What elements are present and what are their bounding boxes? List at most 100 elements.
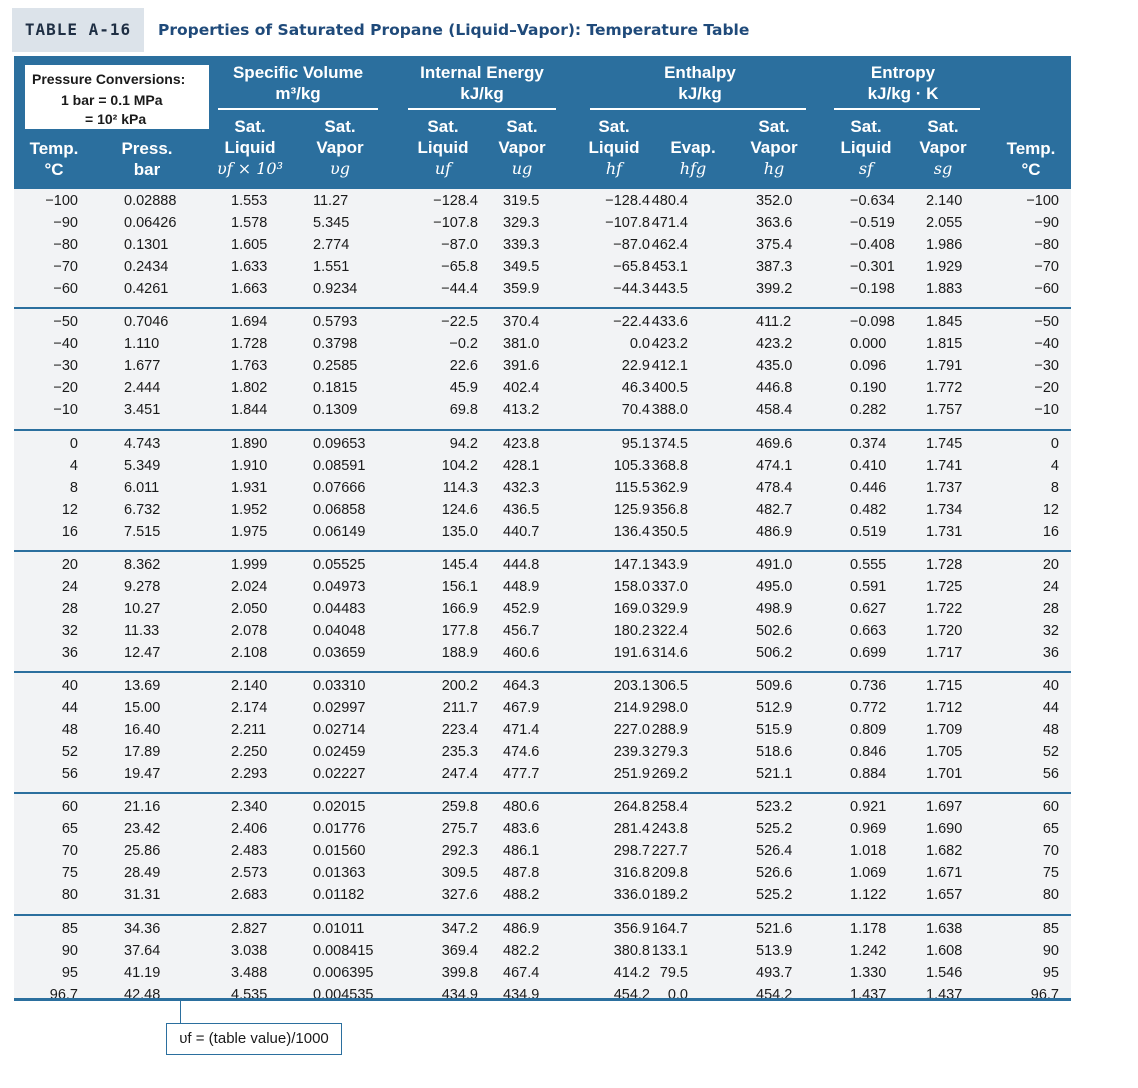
cell-sf: 0.519 bbox=[850, 523, 887, 540]
cell-uf: 22.6 bbox=[449, 358, 478, 375]
column-header-hfg-l2: Evap. bbox=[670, 138, 716, 157]
cell-hg: 493.7 bbox=[756, 964, 793, 981]
cell-sf: 0.000 bbox=[850, 336, 887, 353]
cell-temp2: −10 bbox=[1034, 402, 1059, 419]
cell-vg: 0.02227 bbox=[313, 766, 366, 783]
cell-vg: 0.03310 bbox=[313, 678, 366, 694]
cell-hg: 435.0 bbox=[756, 358, 793, 375]
cell-vf: 1.663 bbox=[231, 281, 268, 298]
column-header-vg-l2: Vapor bbox=[316, 138, 364, 157]
column-header-sf: Sat. Liquid sf bbox=[821, 116, 911, 179]
cell-vf: 2.406 bbox=[231, 821, 268, 838]
cell-temp: −100 bbox=[45, 193, 78, 209]
cell-sf: 1.069 bbox=[850, 865, 887, 882]
column-header-hg-l2: Vapor bbox=[750, 138, 798, 157]
cell-vf: 1.553 bbox=[231, 193, 268, 209]
cell-uf: 156.1 bbox=[441, 578, 478, 595]
column-header-vf-l1: Sat. bbox=[234, 117, 266, 136]
cell-uf: −128.4 bbox=[433, 193, 478, 209]
cell-hg: 482.7 bbox=[756, 501, 793, 518]
group-enthalpy: Enthalpy kJ/kg bbox=[590, 62, 810, 104]
cell-press: 34.36 bbox=[124, 920, 161, 937]
cell-temp2: 4 bbox=[1050, 457, 1059, 474]
cell-hf: 316.8 bbox=[613, 865, 650, 882]
column-header-uf-l1: Sat. bbox=[427, 117, 459, 136]
column-symbol-hfg: hfg bbox=[679, 159, 707, 178]
cell-temp2: 0 bbox=[1050, 435, 1059, 452]
cell-vg: 0.006395 bbox=[313, 964, 374, 981]
cell-hfg: 227.7 bbox=[651, 843, 688, 860]
cell-uf: 275.7 bbox=[441, 821, 478, 838]
column-symbol-sg: sg bbox=[933, 159, 953, 178]
cell-vg: 0.06858 bbox=[313, 501, 366, 518]
cell-uf: 94.2 bbox=[449, 435, 478, 452]
column-header-temp-l2: °C bbox=[44, 160, 64, 179]
cell-uf: 347.2 bbox=[441, 920, 478, 937]
cell-press: 10.27 bbox=[124, 600, 161, 617]
cell-temp2: −100 bbox=[1026, 193, 1059, 209]
cell-press: 28.49 bbox=[124, 865, 161, 882]
cell-hfg: 412.1 bbox=[651, 358, 688, 375]
cell-temp2: 24 bbox=[1042, 578, 1059, 595]
column-header-press: Press. bar bbox=[102, 138, 192, 180]
cell-uf: 166.9 bbox=[441, 600, 478, 617]
cell-vf: 2.211 bbox=[231, 722, 267, 739]
cell-sf: 0.884 bbox=[850, 766, 887, 783]
block-separator bbox=[14, 671, 1071, 673]
cell-vg: 0.08591 bbox=[313, 457, 366, 474]
cell-temp: 12 bbox=[61, 501, 78, 518]
cell-vf: 1.890 bbox=[231, 435, 268, 452]
cell-sg: 1.737 bbox=[926, 479, 963, 496]
cell-hfg: 350.5 bbox=[651, 523, 688, 540]
cell-uf: −44.4 bbox=[441, 281, 478, 298]
cell-temp2: 52 bbox=[1042, 744, 1059, 761]
cell-ug: 349.5 bbox=[503, 259, 540, 276]
cell-sf: 0.663 bbox=[850, 622, 887, 639]
cell-temp: 48 bbox=[61, 722, 78, 739]
cell-vg: 0.06149 bbox=[313, 523, 366, 540]
column-header-uf-l2: Liquid bbox=[417, 138, 469, 157]
cell-hg: 474.1 bbox=[756, 457, 793, 474]
cell-ug: 432.3 bbox=[503, 479, 540, 496]
cell-vf: 2.024 bbox=[231, 578, 268, 595]
cell-hfg: 298.0 bbox=[651, 700, 688, 717]
cell-uf: 135.0 bbox=[441, 523, 478, 540]
cell-press: 5.349 bbox=[124, 457, 161, 474]
cell-temp: 80 bbox=[61, 887, 78, 904]
cell-sg: 1.701 bbox=[926, 766, 963, 783]
cell-sf: 0.096 bbox=[850, 358, 887, 375]
cell-sg: 1.791 bbox=[926, 358, 963, 375]
column-header-hf-l2: Liquid bbox=[588, 138, 640, 157]
cell-uf: 124.6 bbox=[441, 501, 478, 518]
cell-vg: 0.04973 bbox=[313, 578, 366, 595]
cell-ug: 423.8 bbox=[503, 435, 540, 452]
cell-sg: 1.725 bbox=[926, 578, 963, 595]
cell-hf: −44.3 bbox=[613, 281, 650, 298]
cell-hfg: 433.6 bbox=[651, 314, 688, 331]
cell-temp2: 80 bbox=[1042, 887, 1059, 904]
cell-hf: 136.4 bbox=[613, 523, 650, 540]
cell-press: 0.06426 bbox=[124, 215, 177, 232]
cell-vg: 0.04483 bbox=[313, 600, 366, 617]
cell-hg: 423.2 bbox=[756, 336, 793, 353]
cell-sg: 1.715 bbox=[926, 678, 963, 694]
cell-uf: 45.9 bbox=[449, 380, 478, 397]
cell-vg: 0.1815 bbox=[313, 380, 358, 397]
cell-vg: 5.345 bbox=[313, 215, 350, 232]
cell-sf: 0.190 bbox=[850, 380, 887, 397]
cell-hg: 411.2 bbox=[756, 314, 792, 331]
cell-press: 1.677 bbox=[124, 358, 161, 375]
cell-hg: 469.6 bbox=[756, 435, 793, 452]
cell-temp2: −50 bbox=[1034, 314, 1059, 331]
cell-sf: 1.330 bbox=[850, 964, 887, 981]
cell-uf: 292.3 bbox=[441, 843, 478, 860]
cell-sg: 1.757 bbox=[926, 402, 963, 419]
block-separator bbox=[14, 913, 1071, 916]
cell-vg: 0.01363 bbox=[313, 865, 366, 882]
column-header-press-l1: Press. bbox=[121, 139, 173, 158]
column-header-temp-l1: Temp. bbox=[29, 139, 79, 158]
cell-uf: 177.8 bbox=[441, 622, 478, 639]
cell-sg: 1.731 bbox=[926, 523, 963, 540]
cell-hfg: 462.4 bbox=[651, 237, 688, 254]
cell-sf: 1.018 bbox=[850, 843, 887, 860]
